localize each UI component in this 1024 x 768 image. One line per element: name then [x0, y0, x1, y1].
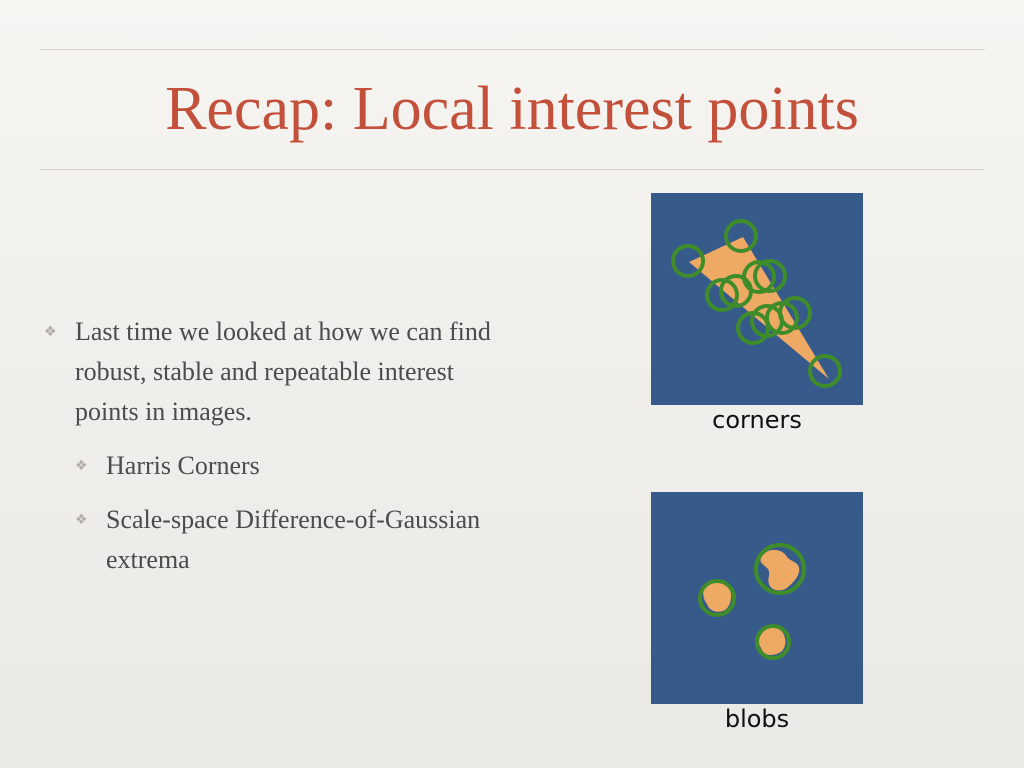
corner-detection-circle [808, 354, 842, 388]
blob-shape [760, 549, 800, 591]
figure-background [651, 492, 863, 704]
sub-bullet-text: Scale-space Difference-of-Gaussian extre… [106, 505, 481, 574]
slide-title: Recap: Local interest points [165, 75, 859, 143]
blob-shape [703, 581, 732, 612]
diamond-bullet-icon: ❖ [44, 324, 57, 340]
bullet-list: ❖ Last time we looked at how we can find… [40, 312, 520, 580]
sub-bullet-item: ❖ Harris Corners [40, 446, 520, 486]
corner-detection-circle [742, 260, 776, 294]
corner-detection-circle [778, 296, 812, 330]
top-divider [40, 49, 985, 50]
blob-detection-circle [754, 543, 806, 595]
corners-figure [651, 193, 863, 405]
sub-bullet-item: ❖ Scale-space Difference-of-Gaussian ext… [40, 500, 520, 580]
corner-detection-circle [724, 219, 758, 253]
corner-detection-circle [671, 244, 705, 278]
blob-shape [758, 627, 786, 656]
diamond-bullet-icon: ❖ [75, 458, 88, 474]
blobs-figure [651, 492, 863, 704]
blob-detection-circle [698, 579, 736, 617]
blob-detection-circle [755, 624, 791, 660]
bullet-item: ❖ Last time we looked at how we can find… [40, 312, 520, 432]
diamond-bullet-icon: ❖ [75, 512, 88, 528]
blobs-caption: blobs [724, 705, 790, 733]
sub-bullet-text: Harris Corners [106, 451, 260, 480]
corner-detection-circle [705, 278, 739, 312]
title-divider [40, 169, 985, 170]
bullet-text: Last time we looked at how we can find r… [75, 317, 491, 426]
corner-detection-circle [753, 259, 787, 293]
corners-caption: corners [712, 406, 802, 434]
